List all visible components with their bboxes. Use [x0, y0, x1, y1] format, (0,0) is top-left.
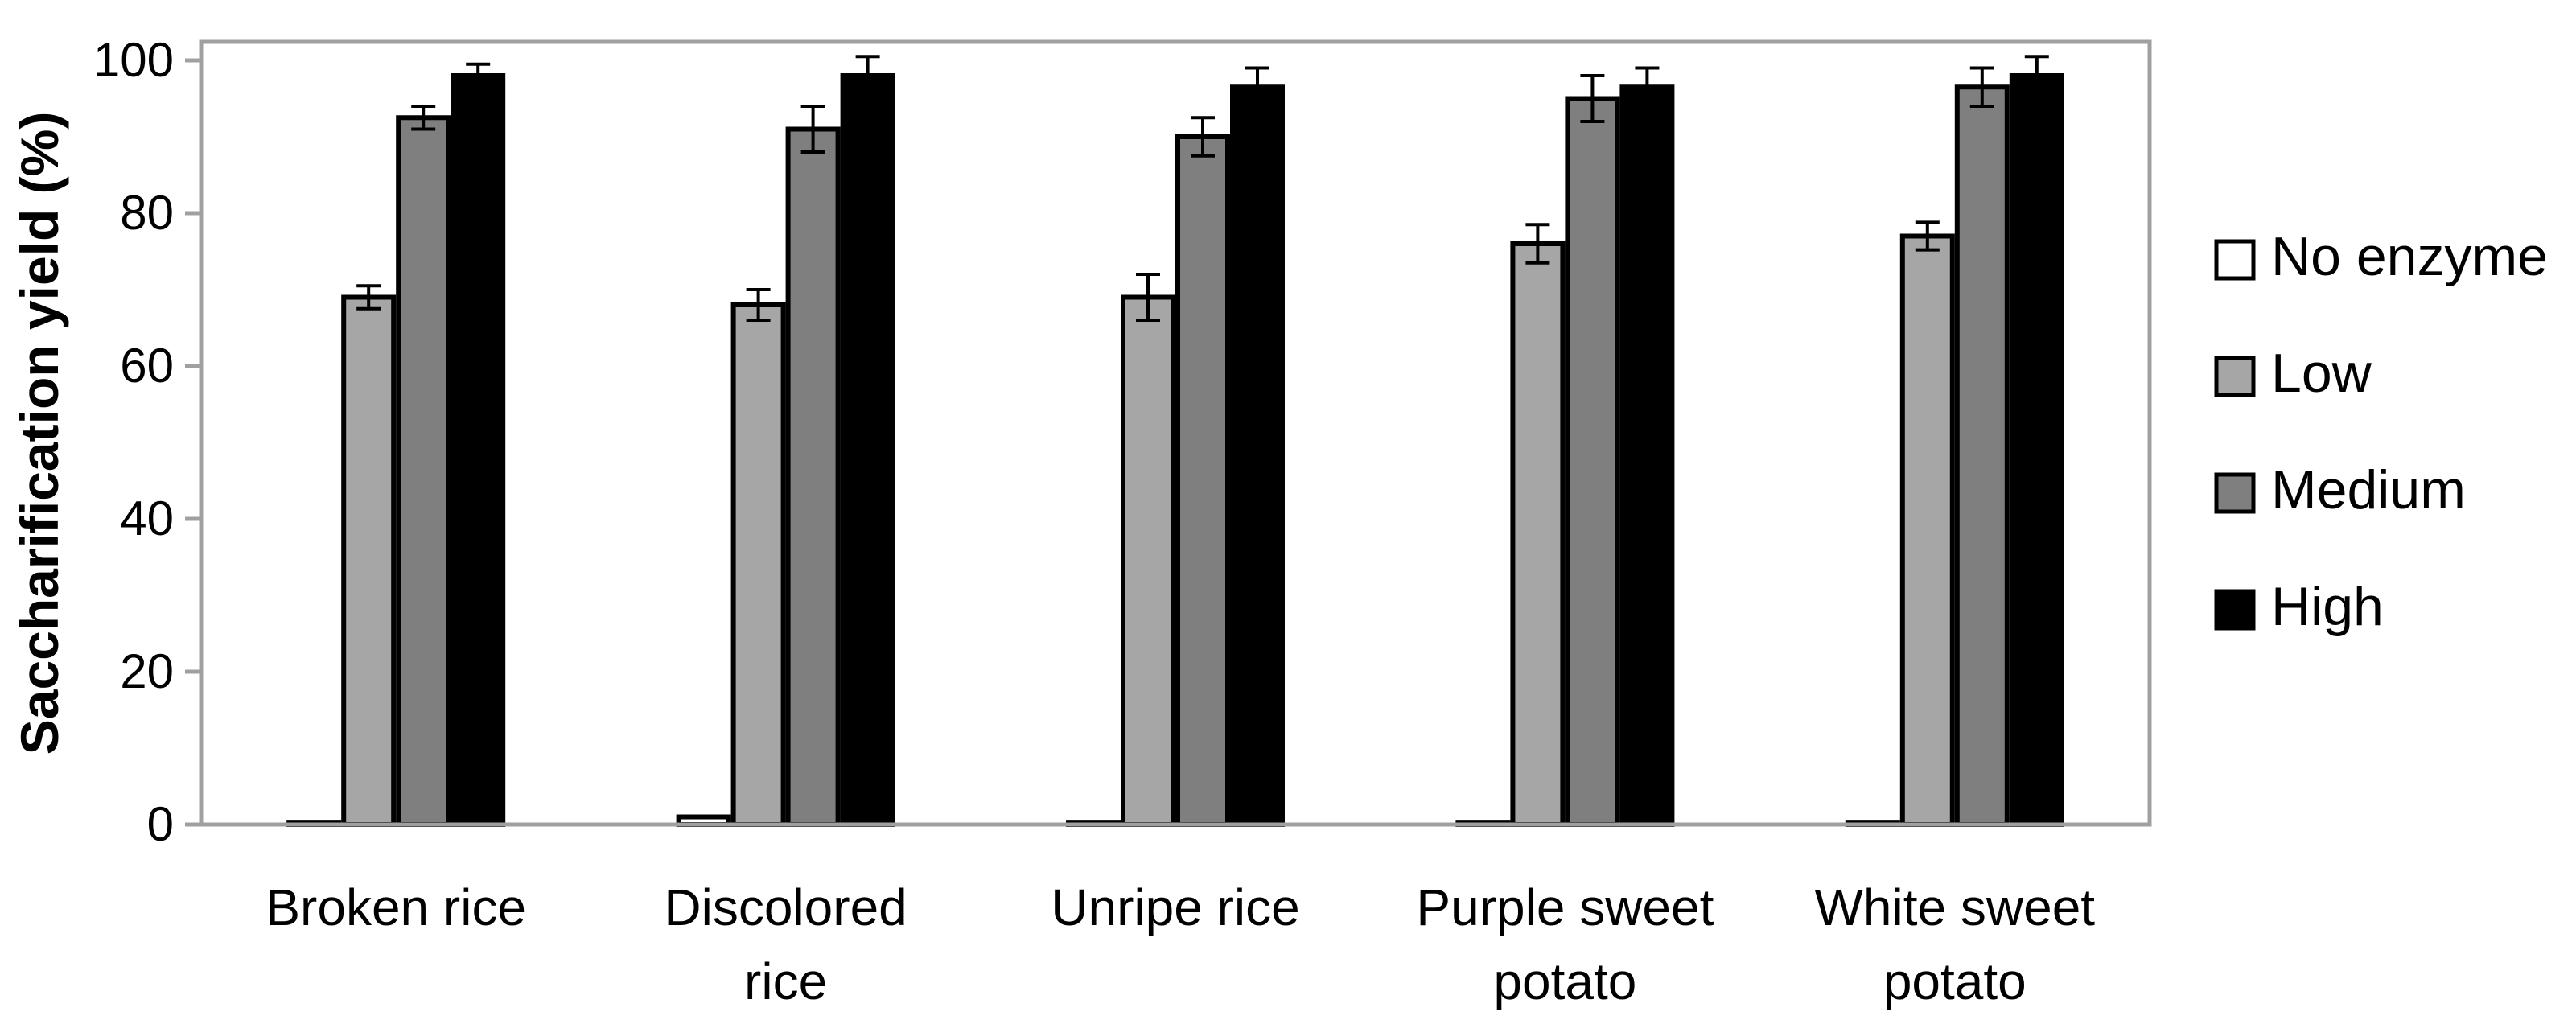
x-category-label: potato [1883, 952, 2027, 1010]
bar-low [1510, 241, 1566, 827]
y-tick-label: 100 [93, 33, 174, 87]
y-axis-label: Saccharification yield (%) [10, 112, 69, 755]
legend-swatch [2214, 589, 2256, 631]
x-category-label: Broken rice [265, 878, 526, 936]
x-category-label: Discolored [664, 878, 907, 936]
bar-low [730, 302, 786, 827]
x-category-label: rice [744, 952, 827, 1010]
bar-medium [1175, 134, 1230, 827]
y-tick-label: 60 [120, 339, 174, 393]
legend-swatch [2214, 356, 2256, 397]
legend-label: Medium [2271, 459, 2466, 520]
bar-low [1121, 294, 1175, 827]
bar-medium [396, 115, 451, 827]
y-tick-label: 40 [120, 491, 174, 545]
bar-high [1619, 84, 1675, 827]
x-category-label: Unripe rice [1051, 878, 1299, 936]
bar-medium [1954, 84, 2010, 827]
legend-label: No enzyme [2271, 226, 2548, 287]
bar-low [1899, 233, 1955, 827]
legend-label: Low [2271, 343, 2372, 404]
x-category-label: Purple sweet [1416, 878, 1714, 936]
bar-high [451, 73, 506, 827]
bar-low [341, 294, 397, 827]
x-category-label: potato [1493, 952, 1636, 1010]
bar-high [2009, 73, 2064, 827]
y-tick-label: 20 [120, 644, 174, 698]
legend-swatch [2214, 472, 2256, 514]
legend-swatch [2214, 239, 2256, 281]
bar-high [840, 73, 895, 827]
bar-high [1230, 84, 1285, 827]
y-tick-label: 80 [120, 186, 174, 240]
y-tick-label: 0 [147, 797, 174, 851]
bar-medium [1565, 96, 1620, 827]
x-category-label: White sweet [1815, 878, 2096, 936]
legend-label: High [2271, 576, 2384, 637]
bar-medium [785, 126, 841, 827]
